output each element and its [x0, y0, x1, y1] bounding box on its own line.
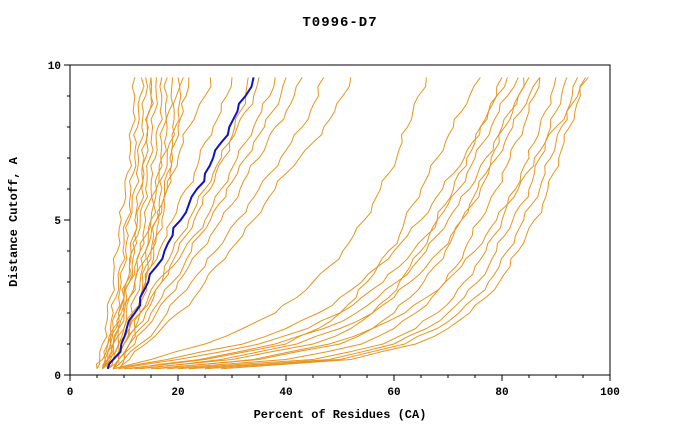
- curve-model-23: [134, 77, 503, 370]
- x-tick-label: 60: [387, 387, 400, 399]
- y-tick-label: 0: [54, 371, 61, 383]
- curve-model-26: [177, 77, 557, 370]
- curve-model-05: [102, 77, 158, 370]
- curve-model-20: [101, 77, 276, 369]
- curve-model-27: [188, 77, 568, 370]
- axes-group: 0 20 40 60 80 100 0 5 10: [48, 61, 620, 399]
- y-tick-label: 10: [48, 61, 61, 73]
- curve-model-25: [167, 77, 541, 370]
- curve-model-16: [112, 77, 287, 370]
- curve-model-19: [118, 77, 352, 370]
- curve-reference-highlight: [106, 77, 255, 370]
- curve-model-09: [107, 77, 190, 369]
- curve-model-01: [96, 77, 136, 370]
- x-tick-label: 40: [279, 387, 292, 399]
- curve-model-11: [102, 77, 152, 370]
- curve-model-28: [204, 77, 579, 370]
- curve-model-13: [101, 77, 212, 370]
- curve-model-22: [123, 77, 481, 370]
- curve-model-29: [221, 77, 587, 370]
- curves-group: [96, 77, 589, 370]
- curve-model-30: [113, 77, 508, 370]
- curve-model-21: [106, 77, 249, 369]
- curve-model-24: [150, 77, 525, 370]
- curve-model-14: [107, 77, 233, 369]
- curve-model-34: [156, 77, 589, 370]
- x-tick-label: 100: [600, 387, 620, 399]
- curve-model-03: [101, 77, 148, 369]
- curve-model-12: [118, 77, 184, 370]
- curve-model-15: [101, 77, 260, 370]
- x-tick-label: 0: [67, 387, 74, 399]
- curve-model-33: [140, 77, 541, 370]
- x-axis-label: Percent of Residues (CA): [254, 408, 427, 422]
- x-tick-label: 20: [171, 387, 184, 399]
- curve-model-17: [107, 77, 303, 370]
- curve-model-32: [129, 77, 530, 370]
- curve-model-31: [118, 77, 519, 370]
- x-tick-label: 80: [495, 387, 508, 399]
- curve-model-02: [101, 77, 145, 369]
- curve-model-18: [112, 77, 325, 370]
- y-tick-label: 5: [54, 216, 61, 228]
- curve-model-35: [113, 77, 427, 370]
- y-axis-label: Distance Cutoff, A: [7, 156, 21, 286]
- chart-title: T0996-D7: [302, 15, 377, 31]
- curve-model-10: [96, 77, 174, 369]
